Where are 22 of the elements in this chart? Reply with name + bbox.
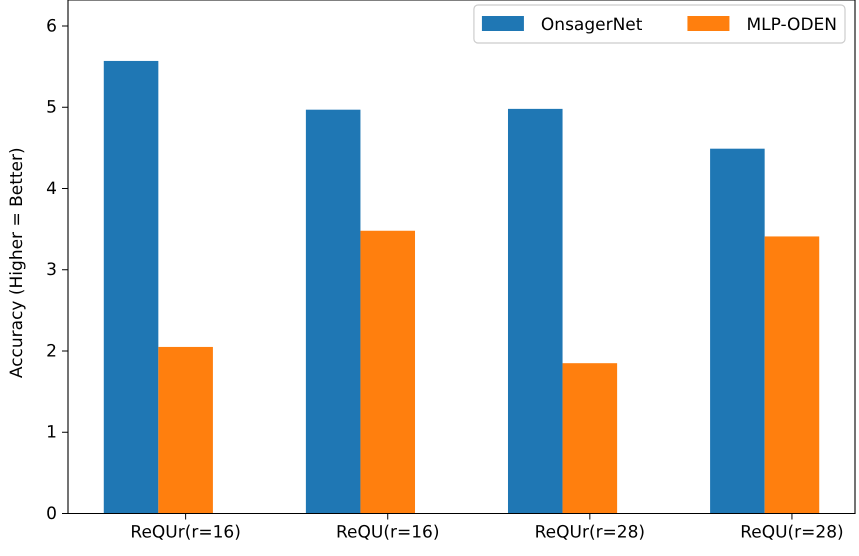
bar — [360, 230, 416, 514]
y-tick-label: 4 — [46, 178, 57, 199]
y-tick-label: 5 — [46, 98, 57, 118]
x-tick-label: ReQU(r=16) — [336, 522, 440, 543]
y-axis-title: Accuracy (Higher = Better) — [7, 147, 27, 378]
bar — [104, 60, 158, 514]
bar — [508, 108, 563, 514]
bar — [158, 346, 213, 514]
y-tick-label: 2 — [46, 341, 57, 362]
y-tick-label: 0 — [46, 504, 57, 524]
legend-label: MLP-ODEN — [746, 15, 837, 35]
x-tick-label: ReQUr(r=16) — [130, 522, 241, 543]
x-tick-label: ReQU(r=28) — [740, 522, 844, 543]
legend-label: OnsagerNet — [540, 15, 643, 35]
y-tick-label: 6 — [46, 16, 57, 36]
bar — [710, 148, 765, 514]
bar — [764, 236, 820, 514]
y-tick-label: 3 — [46, 260, 57, 280]
x-tick-label: ReQUr(r=28) — [534, 522, 646, 543]
y-tick-label: 1 — [46, 422, 57, 443]
bar — [562, 363, 618, 514]
bar — [306, 110, 360, 514]
